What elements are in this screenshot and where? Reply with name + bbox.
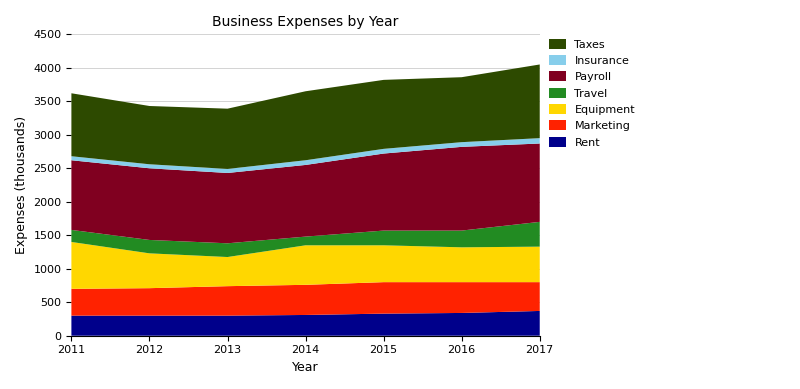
X-axis label: Year: Year <box>292 361 319 374</box>
Title: Business Expenses by Year: Business Expenses by Year <box>212 15 398 29</box>
Y-axis label: Expenses (thousands): Expenses (thousands) <box>15 116 28 254</box>
Legend: Taxes, Insurance, Payroll, Travel, Equipment, Marketing, Rent: Taxes, Insurance, Payroll, Travel, Equip… <box>545 34 639 152</box>
